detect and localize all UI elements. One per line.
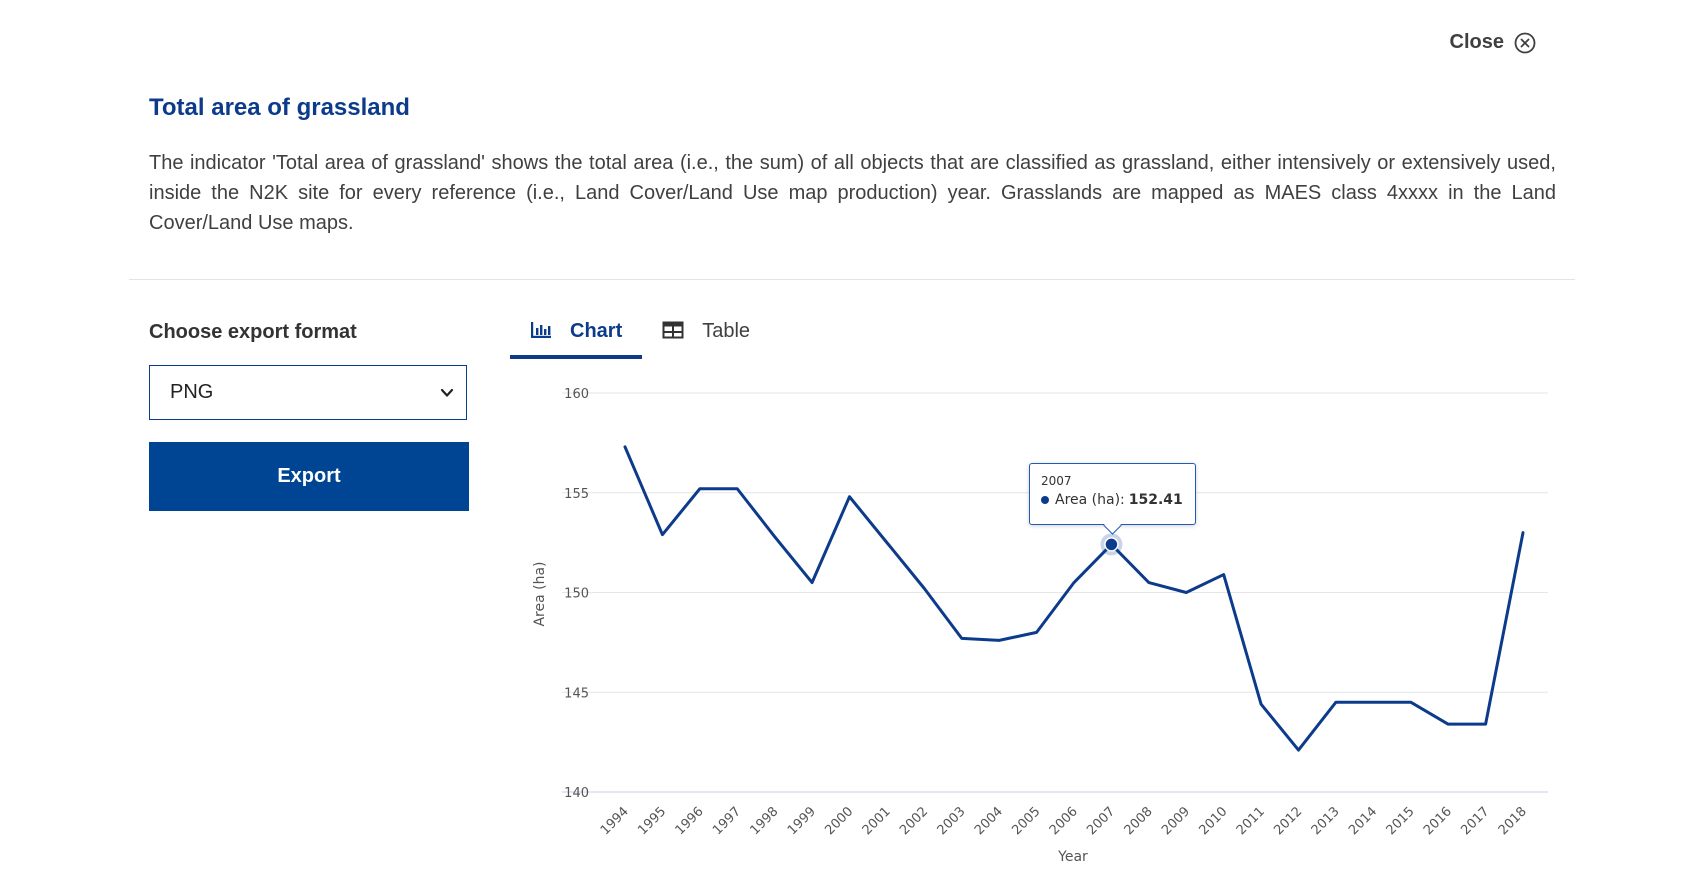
x-tick-label: 1999 [785,804,819,838]
x-tick-label: 2013 [1309,804,1343,838]
export-button[interactable]: Export [149,442,469,511]
x-tick-label: 2007 [1084,804,1118,838]
chevron-down-icon [440,388,454,397]
export-format-label: Choose export format [149,321,357,343]
x-tick-label: 1998 [747,804,781,838]
bar-chart-icon [531,322,551,338]
x-tick-label: 2000 [822,804,856,838]
export-format-select[interactable]: PNG [149,365,467,420]
y-tick-label: 140 [564,786,589,801]
close-icon[interactable] [1514,32,1536,54]
close-button[interactable]: Close [1450,31,1536,54]
tab-table[interactable]: Table [642,314,770,359]
x-tick-label: 2015 [1384,804,1418,838]
x-tick-label: 2002 [897,804,931,838]
x-tick-label: 2004 [972,804,1006,838]
x-axis-ticks: 1994 1995 1996 1997 1998 1999 2000 2001 2002 2003… [598,804,1530,838]
x-tick-label: 1995 [635,804,669,838]
x-tick-label: 2012 [1271,804,1305,838]
indicator-title: Total area of grassland [149,94,410,121]
section-divider [129,279,1575,280]
y-axis-ticks: 140 145 150 155 160 [564,387,589,801]
x-tick-label: 2003 [935,804,969,838]
x-axis-title: Year [1057,849,1088,865]
x-tick-label: 2011 [1234,804,1268,838]
x-tick-label: 2014 [1346,804,1380,838]
table-icon [662,321,684,339]
tooltip-series-dot [1041,496,1049,504]
tooltip-value: 152.41 [1128,492,1183,508]
x-tick-label: 2001 [860,804,894,838]
tab-table-label: Table [702,320,751,342]
view-tabs: Chart Table [510,314,770,359]
series-area [623,445,1525,752]
indicator-description: The indicator 'Total area of grassland' … [149,152,1556,234]
x-tick-label: 2018 [1496,804,1530,838]
close-label: Close [1449,31,1504,53]
tab-chart[interactable]: Chart [510,314,643,359]
grid-lines [562,392,1548,793]
y-tick-label: 150 [564,587,589,602]
chart-tooltip: 2007 Area (ha): 152.41 [1029,463,1196,525]
x-tick-label: 2005 [1009,804,1043,838]
highlight-point [1104,537,1119,552]
export-format-value: PNG [170,381,214,403]
x-tick-label: 1997 [710,804,744,838]
x-tick-label: 2006 [1047,804,1081,838]
x-tick-label: 1994 [598,804,632,838]
x-tick-label: 2016 [1421,804,1455,838]
tab-chart-label: Chart [570,320,623,342]
x-tick-label: 2008 [1122,804,1156,838]
series-line [623,445,1525,752]
tooltip-series-label: Area (ha): [1055,492,1125,508]
y-tick-label: 160 [564,387,589,402]
y-axis-title: Area (ha) [532,561,548,626]
x-tick-label: 1996 [673,804,707,838]
x-tick-label: 2017 [1458,804,1492,838]
y-tick-label: 145 [564,686,589,701]
x-tick-label: 2010 [1196,804,1230,838]
x-tick-label: 2009 [1159,804,1193,838]
tooltip-row: Area (ha): 152.41 [1041,492,1184,508]
y-tick-label: 155 [564,487,589,502]
tooltip-year: 2007 [1041,474,1072,488]
